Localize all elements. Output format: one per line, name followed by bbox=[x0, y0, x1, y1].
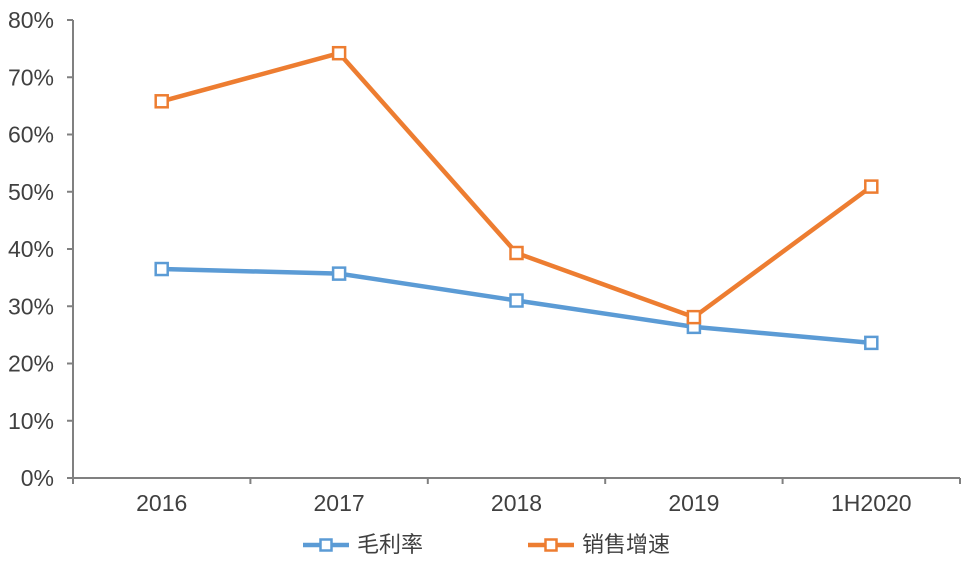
data-point-marker[interactable] bbox=[686, 309, 702, 325]
data-point-marker[interactable] bbox=[331, 45, 347, 61]
y-axis-label: 60% bbox=[8, 122, 54, 148]
y-axis-label: 30% bbox=[8, 293, 54, 319]
data-point-marker[interactable] bbox=[864, 335, 879, 351]
legend: 毛利率 销售增速 bbox=[0, 534, 972, 556]
data-point-marker[interactable] bbox=[154, 261, 169, 277]
x-axis-label: 2017 bbox=[314, 490, 365, 516]
y-axis-label: 70% bbox=[8, 64, 54, 90]
y-axis-label: 40% bbox=[8, 236, 54, 262]
legend-item-sales-growth[interactable]: 销售增速 bbox=[527, 534, 670, 556]
data-point-marker[interactable] bbox=[509, 245, 524, 261]
series-line-1 bbox=[161, 50, 873, 320]
legend-item-gross-margin[interactable]: 毛利率 bbox=[302, 534, 423, 556]
data-point-marker[interactable] bbox=[509, 293, 524, 308]
x-axis-label: 2019 bbox=[668, 490, 719, 516]
y-axis-label: 20% bbox=[8, 351, 54, 377]
x-axis-label: 2018 bbox=[491, 490, 542, 516]
data-point-marker[interactable] bbox=[864, 179, 879, 194]
legend-label: 销售增速 bbox=[582, 532, 671, 557]
legend-marker-line-icon bbox=[302, 538, 349, 552]
data-point-marker[interactable] bbox=[154, 94, 169, 109]
x-axis-label: 1H2020 bbox=[831, 490, 912, 516]
x-axis-label: 2016 bbox=[136, 490, 187, 516]
data-point-marker[interactable] bbox=[331, 266, 347, 281]
y-axis-label: 80% bbox=[8, 7, 54, 33]
legend-label: 毛利率 bbox=[356, 532, 423, 557]
y-axis-label: 50% bbox=[8, 179, 54, 205]
y-axis-label: 10% bbox=[8, 408, 54, 434]
legend-marker-line-icon bbox=[528, 538, 574, 552]
y-axis-label: 0% bbox=[21, 465, 54, 491]
